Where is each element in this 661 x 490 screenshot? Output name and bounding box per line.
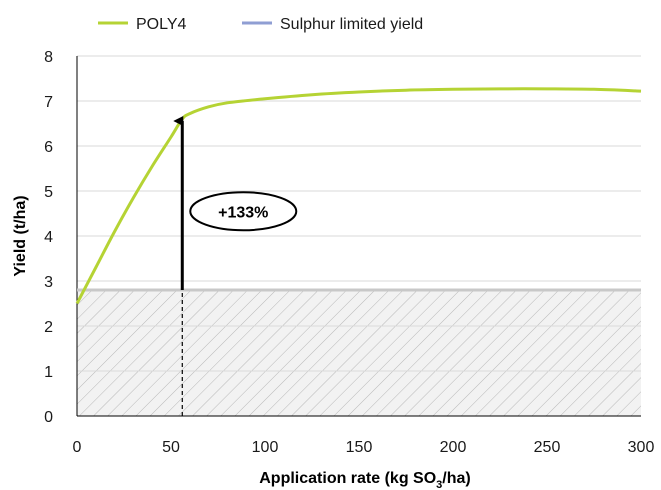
y-axis-title: Yield (t/ha): [12, 195, 29, 276]
x-axis-title: Application rate (kg SO3/ha): [259, 470, 471, 490]
x-axis-title-tail: /ha): [442, 470, 470, 487]
series-line-poly4: [75, 87, 642, 305]
y-tick-label: 0: [44, 409, 53, 426]
y-tick-label: 3: [44, 274, 53, 291]
y-axis-ticks: 0 1 2 3 4 5 6 7 8: [44, 49, 53, 426]
y-tick-label: 4: [44, 229, 53, 246]
y-tick-label: 7: [44, 94, 53, 111]
x-tick-label: 50: [162, 439, 180, 456]
gridlines: [77, 55, 641, 372]
sulphur-limited-area: [77, 290, 641, 416]
y-tick-label: 6: [44, 139, 53, 156]
annotation-label: +133%: [218, 204, 268, 221]
x-axis-title-main: Application rate (kg SO: [259, 470, 436, 487]
x-tick-label: 100: [252, 439, 279, 456]
legend: POLY4 Sulphur limited yield: [98, 16, 423, 33]
x-axis-ticks: 0 50 100 150 200 250 300: [73, 439, 655, 456]
x-tick-label: 0: [73, 439, 82, 456]
x-tick-label: 300: [628, 439, 655, 456]
legend-label-poly4: POLY4: [136, 16, 187, 33]
x-tick-label: 250: [534, 439, 561, 456]
legend-label-sulphur-limited: Sulphur limited yield: [280, 16, 423, 33]
y-tick-label: 2: [44, 319, 53, 336]
annotation-ellipse: [189, 191, 298, 232]
y-tick-label: 5: [44, 184, 53, 201]
y-tick-label: 1: [44, 364, 53, 381]
x-tick-label: 200: [440, 439, 467, 456]
y-tick-label: 8: [44, 49, 53, 66]
x-axis-title-subscript: 3: [436, 479, 442, 490]
x-tick-label: 150: [346, 439, 373, 456]
